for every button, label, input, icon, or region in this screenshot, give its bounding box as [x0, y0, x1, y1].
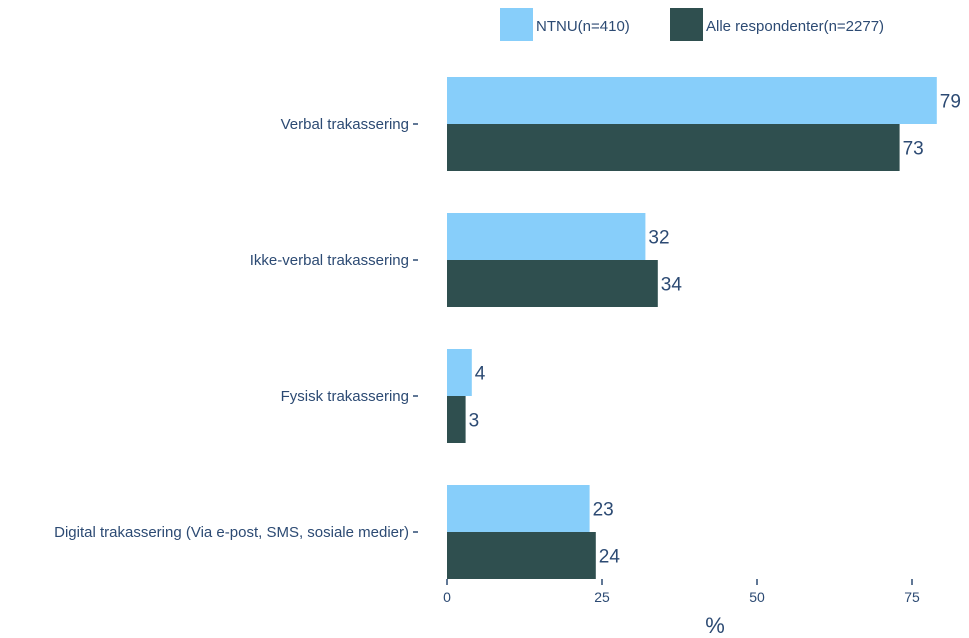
bars: 79 73 32 34 4 3 23 24 — [447, 77, 961, 579]
bar-1-0 — [447, 124, 900, 171]
value-label-1-1: 34 — [661, 275, 683, 296]
category-label-2: Fysisk trakassering — [281, 388, 409, 405]
legend-swatch-0 — [500, 8, 533, 41]
x-tick-label-2: 50 — [749, 589, 765, 605]
bar-1-2 — [447, 396, 466, 443]
x-tick-label-0: 0 — [443, 589, 451, 605]
legend-swatch-1 — [670, 8, 703, 41]
value-label-0-2: 4 — [475, 364, 486, 385]
category-label-1: Ikke-verbal trakassering — [250, 252, 409, 269]
x-axis: 0 25 50 75 — [443, 579, 920, 605]
x-tick-label-3: 75 — [904, 589, 920, 605]
value-label-0-1: 32 — [648, 228, 669, 249]
bar-0-0 — [447, 77, 937, 124]
category-label-0: Verbal trakassering — [281, 116, 409, 133]
x-axis-title: % — [705, 613, 725, 638]
value-label-1-2: 3 — [469, 411, 480, 432]
value-label-1-3: 24 — [599, 547, 621, 568]
bar-1-3 — [447, 532, 596, 579]
legend-label-0: NTNU(n=410) — [536, 18, 630, 35]
bar-0-1 — [447, 213, 646, 260]
legend-label-1: Alle respondenter(n=2277) — [706, 18, 884, 35]
category-label-3: Digital trakassering (Via e-post, SMS, s… — [54, 524, 409, 541]
legend: NTNU(n=410) Alle respondenter(n=2277) — [500, 8, 884, 41]
value-label-1-0: 73 — [903, 139, 924, 160]
value-label-0-0: 79 — [940, 92, 961, 113]
x-tick-label-1: 25 — [594, 589, 610, 605]
bar-0-3 — [447, 485, 590, 532]
bar-1-1 — [447, 260, 658, 307]
bar-0-2 — [447, 349, 472, 396]
value-label-0-3: 23 — [593, 500, 614, 521]
category-labels: Verbal trakassering Ikke-verbal trakasser… — [54, 116, 418, 541]
